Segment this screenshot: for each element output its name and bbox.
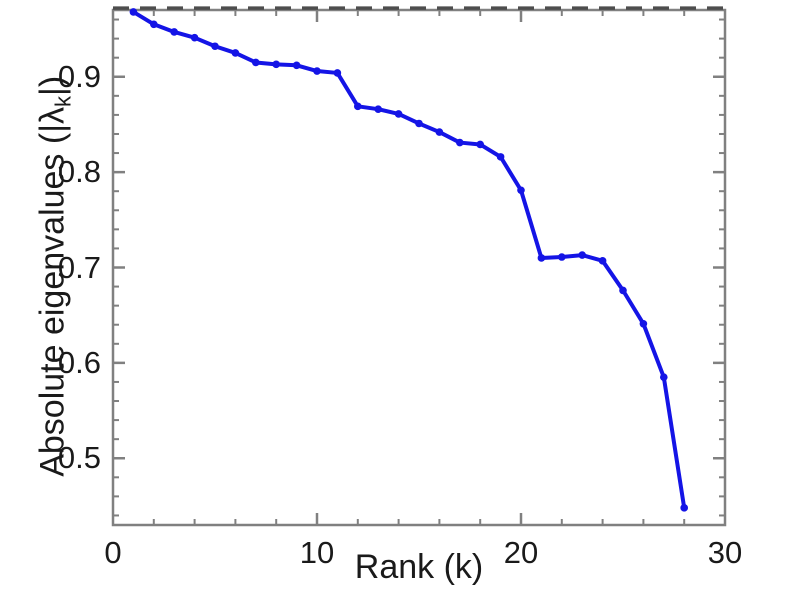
data-point-marker [680,504,688,512]
data-point-marker [272,60,281,69]
data-point-marker [578,251,586,259]
data-point-marker [354,102,362,111]
y-tick-label: 0.7 [57,249,101,285]
x-tick-label: 0 [104,535,122,570]
data-point-marker [619,286,627,295]
data-point-marker [170,28,178,36]
data-point-marker [190,33,199,42]
data-point-marker [333,69,342,77]
data-point-marker [558,253,566,261]
data-point-marker [150,20,158,29]
major-tick-marks [113,10,725,525]
y-axis-label-subscript: k [50,95,76,107]
x-tick-label: 30 [707,535,743,570]
axes-frame [111,8,727,527]
y-axis-label-lambda: λ [33,106,72,124]
y-tick-label: 0.6 [57,344,101,380]
data-point-marker [517,186,525,195]
data-point-marker [639,319,648,328]
data-point-marker [394,110,403,118]
data-point-marker [415,119,423,128]
y-tick-label: 0.5 [57,440,101,476]
y-tick-label: 0.8 [57,154,101,190]
data-point-marker [374,105,383,113]
data-point-markers [129,8,688,512]
data-point-marker [496,153,505,161]
data-point-marker [598,257,607,265]
data-point-marker [476,140,485,149]
y-tick-label: 0.9 [57,58,101,94]
x-tick-label: 10 [299,535,335,570]
data-point-marker [252,58,260,67]
minor-tick-marks [113,10,725,525]
data-point-marker [660,373,668,381]
data-point-marker [231,49,240,57]
x-axis-label: Rank (k) [354,548,484,586]
x-tick-label: 20 [503,535,539,570]
y-axis-label: Absolute eigenvalues (|λk|) [34,16,77,536]
data-series-line [131,9,687,510]
data-point-marker [537,254,546,262]
data-point-marker [292,61,301,70]
y-axis-label-prefix: Absolute eigenvalues (| [33,123,72,477]
data-point-marker [456,138,464,147]
y-axis-label-suffix: |) [33,75,72,96]
series-line [131,9,687,510]
data-point-marker [211,42,219,51]
data-point-marker [129,8,138,16]
data-point-marker [313,67,321,75]
data-point-marker [435,128,444,136]
